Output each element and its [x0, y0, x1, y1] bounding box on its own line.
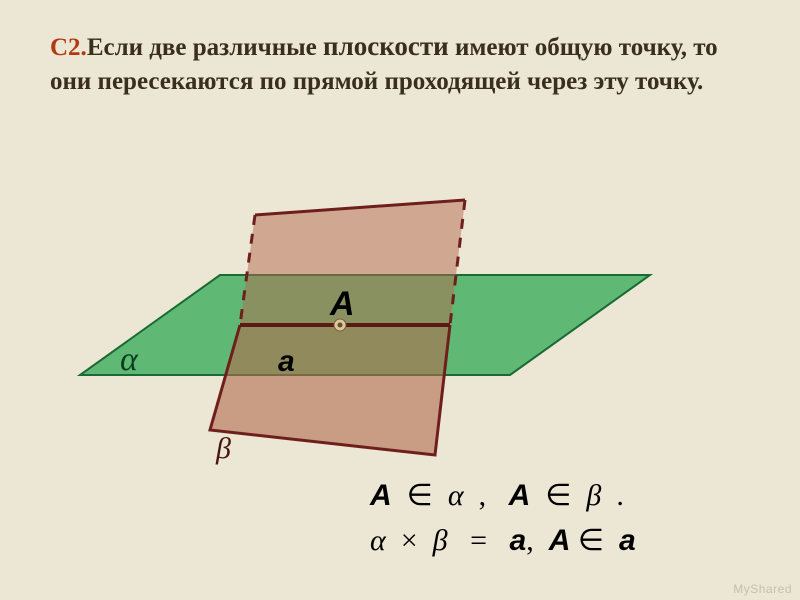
- f2-A: A: [549, 524, 571, 557]
- axiom-heading: С2.Если две различные плоскости имеют об…: [50, 28, 760, 99]
- f2-alpha: α: [370, 524, 386, 557]
- f1-comma: ,: [479, 479, 487, 512]
- watermark-text: MyShared: [733, 582, 792, 596]
- slide-page: С2.Если две различные плоскости имеют об…: [0, 0, 800, 600]
- label-big-a: A: [329, 285, 355, 323]
- f1-in1: ∈: [407, 479, 433, 512]
- label-beta: β: [215, 432, 231, 465]
- label-alpha: α: [120, 341, 139, 378]
- f2-comma: ,: [526, 524, 534, 557]
- formula-line-1: A ∈ α , A ∈ β .: [370, 478, 790, 513]
- f1-beta: β: [586, 479, 601, 512]
- f1-A2: A: [509, 479, 531, 512]
- f1-in2: ∈: [545, 479, 571, 512]
- heading-emph: плоскости: [323, 31, 449, 61]
- heading-prefix: С2.: [50, 34, 87, 61]
- f2-a: a: [510, 524, 527, 557]
- f1-dot: .: [616, 479, 624, 512]
- planes-diagram: A a α β: [40, 155, 660, 495]
- formula-line-2: α × β = a, A ∈ a: [370, 523, 790, 558]
- formulas-block: A ∈ α , A ∈ β . α × β = a, A ∈ a: [370, 478, 790, 562]
- f2-beta: β: [433, 524, 448, 557]
- point-a-inner: [338, 323, 343, 328]
- label-small-a: a: [278, 345, 295, 378]
- heading-text-1: Если две различные: [87, 34, 323, 61]
- f2-eq: =: [470, 524, 487, 557]
- diagram-svg: A a α β: [40, 155, 660, 495]
- f1-A1: A: [370, 479, 392, 512]
- f1-alpha: α: [448, 479, 464, 512]
- f2-in: ∈: [578, 524, 604, 557]
- f2-times: ×: [401, 524, 418, 557]
- f2-a2: a: [619, 524, 636, 557]
